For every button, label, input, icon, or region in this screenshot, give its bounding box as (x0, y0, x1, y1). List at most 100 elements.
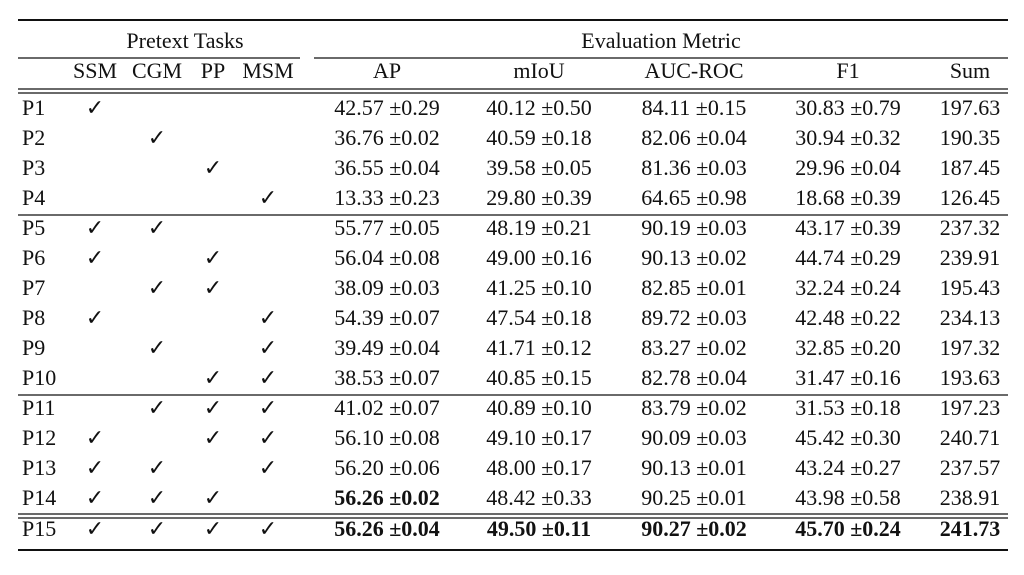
group-header: Evaluation Metric (581, 28, 741, 53)
row-label: P12 (22, 425, 56, 450)
column-header: mIoU (513, 58, 564, 83)
check-cell: ✓ (204, 395, 222, 420)
check-cell: ✓ (148, 395, 166, 420)
check-cell: ✓ (86, 455, 104, 480)
check-cell: ✓ (259, 365, 277, 390)
row-label: P7 (22, 275, 45, 300)
check-cell: ✓ (86, 95, 104, 120)
metric-cell: 32.85 ±0.20 (795, 335, 901, 360)
metric-cell: 90.27 ±0.02 (641, 516, 747, 541)
metric-cell: 82.06 ±0.04 (641, 125, 747, 150)
metric-cell: 40.59 ±0.18 (486, 125, 592, 150)
metric-cell: 43.24 ±0.27 (795, 455, 901, 480)
metric-cell: 30.94 ±0.32 (795, 125, 901, 150)
metric-cell: 31.53 ±0.18 (795, 395, 901, 420)
group-header: Pretext Tasks (126, 28, 243, 53)
column-header: SSM (73, 58, 117, 83)
metric-cell: 237.57 (940, 455, 1001, 480)
metric-cell: 56.26 ±0.04 (334, 516, 440, 541)
column-header: F1 (836, 58, 859, 83)
metric-cell: 36.76 ±0.02 (334, 125, 440, 150)
check-cell: ✓ (204, 155, 222, 180)
row-label: P2 (22, 125, 45, 150)
check-cell: ✓ (86, 245, 104, 270)
metric-cell: 43.98 ±0.58 (795, 485, 901, 510)
metric-cell: 31.47 ±0.16 (795, 365, 901, 390)
column-header: Sum (950, 58, 990, 83)
metric-cell: 239.91 (940, 245, 1001, 270)
row-label: P13 (22, 455, 56, 480)
metric-cell: 38.09 ±0.03 (334, 275, 440, 300)
metric-cell: 41.71 ±0.12 (486, 335, 592, 360)
metric-cell: 54.39 ±0.07 (334, 305, 440, 330)
metric-cell: 195.43 (940, 275, 1001, 300)
metric-cell: 32.24 ±0.24 (795, 275, 901, 300)
check-cell: ✓ (259, 516, 277, 541)
metric-cell: 193.63 (940, 365, 1001, 390)
metric-cell: 187.45 (940, 155, 1001, 180)
row-label: P11 (22, 395, 55, 420)
row-label: P10 (22, 365, 56, 390)
metric-cell: 45.70 ±0.24 (795, 516, 901, 541)
metric-cell: 39.49 ±0.04 (334, 335, 440, 360)
check-cell: ✓ (86, 305, 104, 330)
metric-cell: 197.63 (940, 95, 1001, 120)
metric-cell: 36.55 ±0.04 (334, 155, 440, 180)
metric-cell: 64.65 ±0.98 (641, 185, 747, 210)
check-cell: ✓ (148, 275, 166, 300)
row-label: P15 (22, 516, 56, 541)
metric-cell: 49.10 ±0.17 (486, 425, 592, 450)
column-header: AP (373, 58, 401, 83)
metric-cell: 126.45 (940, 185, 1001, 210)
metric-cell: 45.42 ±0.30 (795, 425, 901, 450)
metric-cell: 90.13 ±0.02 (641, 245, 747, 270)
check-cell: ✓ (148, 215, 166, 240)
check-cell: ✓ (204, 365, 222, 390)
metric-cell: 13.33 ±0.23 (334, 185, 440, 210)
check-cell: ✓ (204, 485, 222, 510)
row-label: P8 (22, 305, 45, 330)
metric-cell: 49.00 ±0.16 (486, 245, 592, 270)
metric-cell: 42.57 ±0.29 (334, 95, 440, 120)
metric-cell: 83.79 ±0.02 (641, 395, 747, 420)
metric-cell: 41.02 ±0.07 (334, 395, 440, 420)
metric-cell: 197.23 (940, 395, 1001, 420)
metric-cell: 29.96 ±0.04 (795, 155, 901, 180)
metric-cell: 55.77 ±0.05 (334, 215, 440, 240)
column-header: CGM (132, 58, 182, 83)
metric-cell: 48.42 ±0.33 (486, 485, 592, 510)
check-cell: ✓ (86, 425, 104, 450)
metric-cell: 56.04 ±0.08 (334, 245, 440, 270)
row-label: P9 (22, 335, 45, 360)
metric-cell: 48.19 ±0.21 (486, 215, 592, 240)
check-cell: ✓ (259, 425, 277, 450)
metric-cell: 89.72 ±0.03 (641, 305, 747, 330)
column-header: AUC-ROC (644, 58, 743, 83)
check-cell: ✓ (259, 395, 277, 420)
metric-cell: 48.00 ±0.17 (486, 455, 592, 480)
check-cell: ✓ (86, 215, 104, 240)
check-cell: ✓ (148, 335, 166, 360)
check-cell: ✓ (204, 516, 222, 541)
metric-cell: 41.25 ±0.10 (486, 275, 592, 300)
metric-cell: 82.78 ±0.04 (641, 365, 747, 390)
metric-cell: 56.20 ±0.06 (334, 455, 440, 480)
check-cell: ✓ (86, 516, 104, 541)
check-cell: ✓ (259, 185, 277, 210)
row-label: P5 (22, 215, 45, 240)
check-cell: ✓ (259, 305, 277, 330)
check-cell: ✓ (148, 455, 166, 480)
row-label: P4 (22, 185, 45, 210)
metric-cell: 82.85 ±0.01 (641, 275, 747, 300)
metric-cell: 40.85 ±0.15 (486, 365, 592, 390)
check-cell: ✓ (204, 275, 222, 300)
check-cell: ✓ (86, 485, 104, 510)
metric-cell: 241.73 (940, 516, 1001, 541)
metric-cell: 29.80 ±0.39 (486, 185, 592, 210)
metric-cell: 240.71 (940, 425, 1001, 450)
check-cell: ✓ (148, 125, 166, 150)
metric-cell: 234.13 (940, 305, 1001, 330)
metric-cell: 84.11 ±0.15 (642, 95, 747, 120)
check-cell: ✓ (259, 455, 277, 480)
